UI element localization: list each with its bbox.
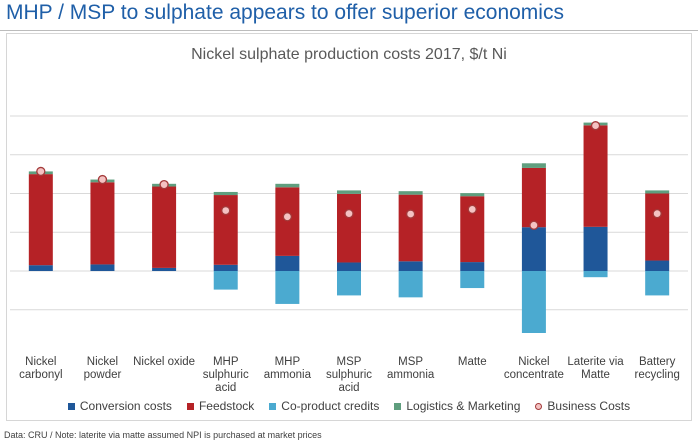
- business-cost-marker: [36, 166, 46, 177]
- business-cost-marker: [529, 220, 539, 230]
- bar-feedstock: [521, 167, 546, 228]
- bar-coproduct: [213, 271, 238, 290]
- category-label: Matte: [581, 369, 610, 381]
- headline-divider: [0, 30, 698, 31]
- category-label: sulphuric: [326, 369, 372, 381]
- bar-conversion: [28, 265, 53, 271]
- bar-conversion: [213, 264, 238, 271]
- chart-panel: [6, 33, 692, 421]
- category-label: powder: [84, 369, 122, 381]
- bar-conversion: [152, 267, 177, 271]
- legend-item-business-costs: Business Costs: [535, 399, 630, 413]
- chart-title: Nickel sulphate production costs 2017, $…: [191, 46, 507, 63]
- legend-swatch-feedstock: [186, 402, 194, 410]
- bar-logistics: [337, 190, 361, 194]
- bar-feedstock: [275, 187, 300, 256]
- legend-item-conversion: Conversion costs: [67, 399, 172, 413]
- category-label: Nickel: [25, 356, 56, 368]
- bar-feedstock: [28, 174, 53, 266]
- legend-label-business-costs: Business Costs: [547, 399, 631, 413]
- category-label: concentrate: [504, 369, 564, 381]
- category-label: MHP: [213, 356, 239, 368]
- bar-conversion: [521, 227, 546, 271]
- legend-item-feedstock: Feedstock: [186, 399, 255, 413]
- category-label: recycling: [634, 369, 679, 381]
- category-label: carbonyl: [19, 369, 62, 381]
- bar-feedstock: [337, 193, 361, 263]
- legend: Conversion costs Feedstock Co-product cr…: [0, 399, 698, 413]
- business-cost-marker: [590, 121, 601, 131]
- bar-feedstock: [583, 125, 608, 227]
- category-label: Laterite via: [567, 356, 624, 368]
- legend-item-coproduct: Co-product credits: [269, 399, 379, 413]
- legend-label-conversion: Conversion costs: [79, 399, 172, 413]
- category-label: acid: [338, 382, 359, 394]
- bar-conversion: [337, 262, 361, 271]
- category-label: MSP: [337, 356, 362, 368]
- bar-coproduct: [583, 271, 608, 278]
- category-label: Nickel: [518, 356, 549, 368]
- category-label: Battery: [639, 356, 676, 368]
- legend-swatch-logistics: [394, 402, 402, 410]
- bar-feedstock: [398, 194, 423, 262]
- business-cost-marker: [467, 204, 477, 215]
- bars: [28, 122, 670, 333]
- category-label: Nickel: [87, 356, 118, 368]
- bar-logistics: [521, 163, 546, 168]
- bar-conversion: [398, 261, 423, 271]
- bar-logistics: [213, 191, 238, 196]
- category-label: Nickel oxide: [133, 356, 195, 368]
- bar-coproduct: [645, 271, 670, 296]
- business-cost-markers: [36, 121, 662, 230]
- bar-feedstock: [152, 186, 177, 268]
- bar-conversion: [275, 255, 300, 271]
- bar-logistics: [275, 183, 300, 188]
- legend-label-feedstock: Feedstock: [198, 399, 255, 413]
- business-cost-marker: [282, 212, 293, 222]
- legend-item-logistics: Logistics & Marketing: [394, 399, 520, 413]
- bar-coproduct: [398, 271, 423, 298]
- source-note: Data: CRU / Note: laterite via matte ass…: [4, 430, 322, 440]
- bar-logistics: [645, 190, 670, 194]
- business-cost-marker: [652, 208, 662, 219]
- category-label: MSP: [398, 356, 423, 368]
- bar-conversion: [460, 262, 485, 271]
- page-headline: MHP / MSP to sulphate appears to offer s…: [6, 1, 564, 24]
- bar-coproduct: [460, 271, 485, 289]
- legend-swatch-coproduct: [269, 402, 277, 410]
- category-label: sulphuric: [203, 369, 249, 381]
- category-label: MHP: [275, 356, 301, 368]
- category-label: ammonia: [264, 369, 312, 381]
- legend-marker-business-costs: [535, 402, 543, 410]
- bar-coproduct: [275, 271, 300, 304]
- category-label: ammonia: [387, 369, 435, 381]
- business-cost-marker: [405, 209, 416, 219]
- bar-logistics: [398, 191, 423, 195]
- business-cost-marker: [97, 174, 108, 185]
- legend-label-coproduct: Co-product credits: [281, 399, 380, 413]
- category-label: Matte: [458, 356, 487, 368]
- bar-conversion: [583, 226, 608, 271]
- bar-conversion: [645, 260, 670, 271]
- bar-coproduct: [521, 271, 546, 333]
- bar-feedstock: [213, 195, 238, 265]
- legend-swatch-conversion: [67, 402, 75, 410]
- bar-conversion: [90, 264, 115, 271]
- business-cost-marker: [344, 208, 354, 219]
- legend-label-logistics: Logistics & Marketing: [406, 399, 521, 413]
- business-cost-marker: [159, 179, 169, 190]
- bar-coproduct: [337, 271, 361, 296]
- business-cost-marker: [221, 205, 231, 216]
- bar-logistics: [460, 193, 485, 197]
- bar-feedstock: [90, 182, 115, 265]
- category-label: acid: [215, 382, 236, 394]
- bar-feedstock: [645, 193, 670, 261]
